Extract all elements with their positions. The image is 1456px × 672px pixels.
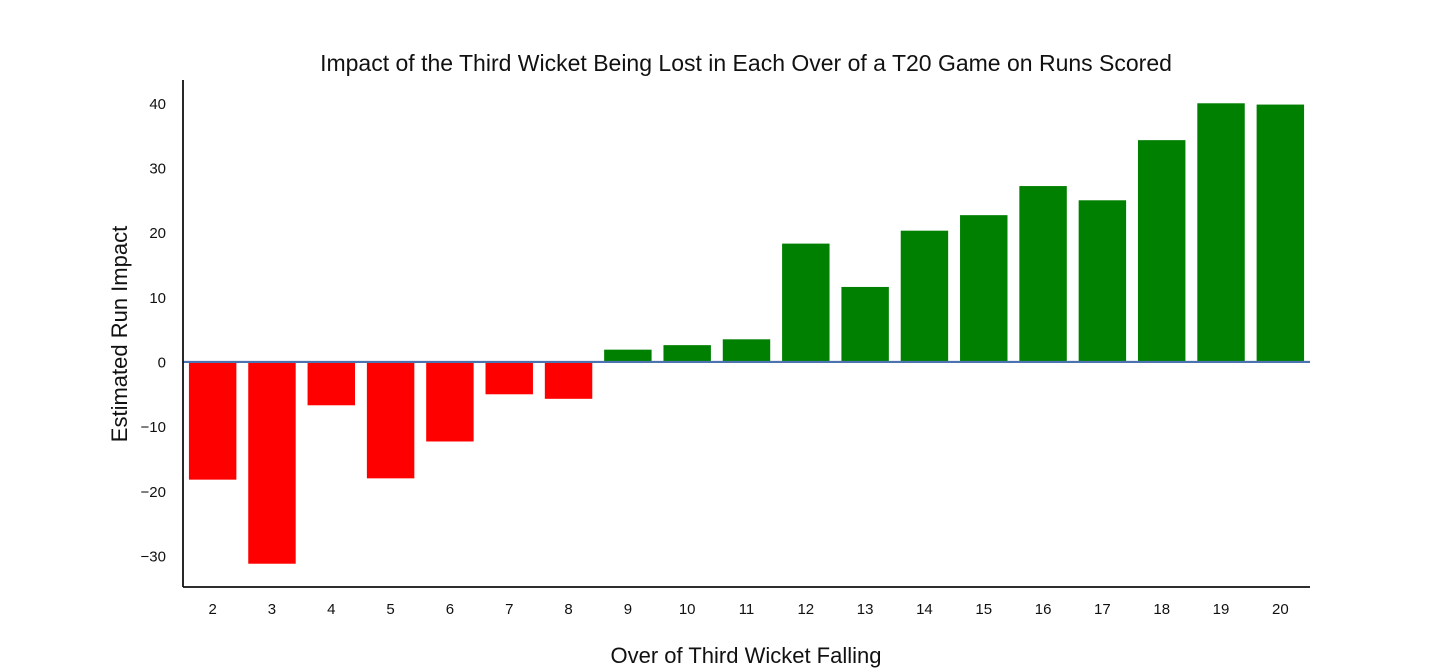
x-tick-label: 20 [1272,601,1289,618]
y-tick-label: −30 [141,548,166,565]
x-tick-label: 8 [564,601,572,618]
bar-over-11 [722,339,771,362]
bar-over-5 [366,361,415,479]
bar-over-17 [1078,200,1127,362]
x-tick-label: 15 [975,601,992,618]
y-tick-label: 20 [149,225,166,242]
x-tick-label: 12 [797,601,814,618]
x-tick-label: 19 [1213,601,1230,618]
y-tick-label: 10 [149,290,166,307]
bar-over-3 [248,361,296,564]
bar-over-2 [188,361,237,480]
x-tick-label: 18 [1153,601,1170,618]
x-tick-label: 6 [446,601,454,618]
x-tick-label: 14 [916,601,933,618]
y-tick-label: 30 [149,160,166,177]
bar-over-20 [1256,104,1305,362]
x-tick-label: 16 [1035,601,1052,618]
chart-title: Impact of the Third Wicket Being Lost in… [320,50,1172,76]
bar-over-12 [782,243,830,362]
y-tick-label: 40 [149,96,166,113]
bar-over-10 [663,345,711,362]
bar-over-14 [900,230,949,362]
x-tick-label: 3 [268,601,276,618]
bar-over-13 [841,286,889,362]
bar-over-15 [960,215,1008,362]
x-tick-label: 13 [857,601,874,618]
bar-over-19 [1197,103,1245,362]
x-ticks: 2 3 4 5 6 7 8 9 10 11 12 13 14 15 16 17 18 19 20 [208,601,1288,618]
x-tick-label: 10 [679,601,696,618]
y-tick-label: −20 [141,484,166,501]
x-tick-label: 2 [208,601,216,618]
x-tick-label: 7 [505,601,513,618]
bar-over-8 [544,361,593,399]
bar-over-7 [485,361,533,395]
x-tick-label: 4 [327,601,335,618]
x-tick-label: 17 [1094,601,1111,618]
bar-over-18 [1137,140,1186,362]
x-axis-label: Over of Third Wicket Falling [610,643,881,668]
y-tick-label: −10 [141,419,166,436]
bar-over-6 [426,361,474,442]
bar-over-9 [604,349,652,362]
bars-group [188,103,1305,564]
bar-over-16 [1019,186,1067,362]
y-tick-label: 0 [158,354,166,371]
x-tick-label: 9 [624,601,632,618]
y-ticks: 40 30 20 10 0 −10 −20 −30 [141,96,166,566]
bar-over-4 [307,361,356,406]
x-tick-label: 11 [739,601,755,618]
x-tick-label: 5 [386,601,394,618]
y-axis-label: Estimated Run Impact [107,226,132,442]
